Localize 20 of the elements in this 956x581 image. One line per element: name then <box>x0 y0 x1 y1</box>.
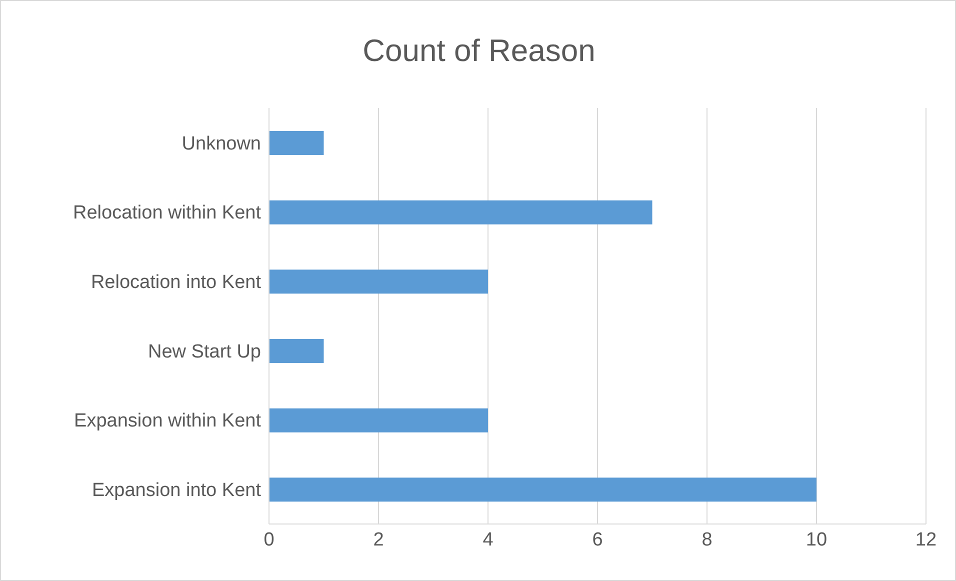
y-tick-label: New Start Up <box>148 341 261 362</box>
x-tick-label: 10 <box>806 529 828 550</box>
y-tick-label: Expansion within Kent <box>74 410 262 432</box>
bar <box>269 478 816 502</box>
bar <box>269 408 488 432</box>
y-tick-label: Expansion into Kent <box>92 480 262 502</box>
x-tick-label: 2 <box>373 529 384 550</box>
x-tick-label: 6 <box>592 529 603 550</box>
y-tick-label: Relocation into Kent <box>90 272 262 294</box>
x-tick-label: 12 <box>915 529 937 550</box>
y-tick-label: Unknown <box>182 133 261 154</box>
bar <box>269 131 324 155</box>
chart-title: Count of Reason <box>362 33 596 69</box>
bar <box>269 339 324 363</box>
x-tick-label: 4 <box>482 529 494 550</box>
bar <box>269 200 652 224</box>
y-tick-label: Relocation within Kent <box>73 202 262 224</box>
x-tick-label: 8 <box>702 529 712 550</box>
x-tick-label: 0 <box>264 529 274 550</box>
bar <box>269 270 488 294</box>
